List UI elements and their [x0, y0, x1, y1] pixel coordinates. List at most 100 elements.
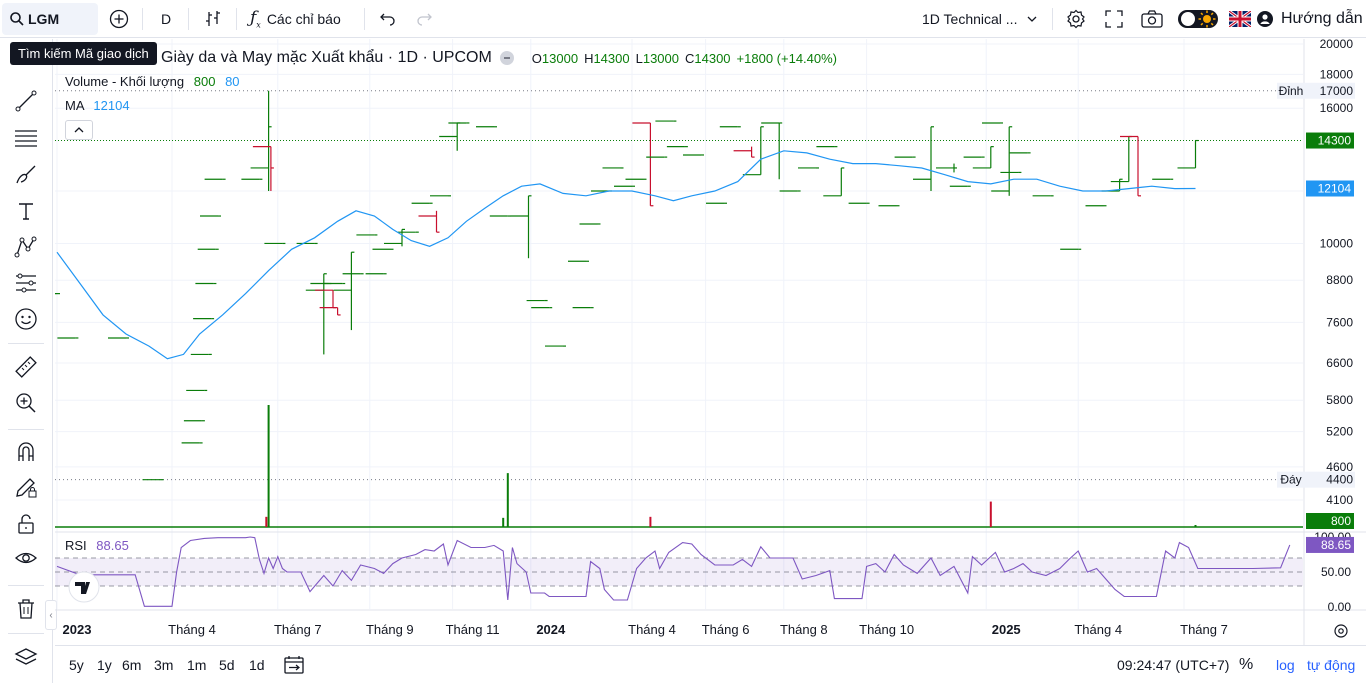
- text-tool[interactable]: [12, 197, 40, 225]
- lock-all-tool[interactable]: [12, 510, 40, 538]
- fib-tool[interactable]: [12, 124, 40, 152]
- price-axis: 2000018000160001200010000880076006600580…: [1277, 39, 1355, 529]
- rsi-last-label: 88.65: [1321, 538, 1351, 552]
- lock-drawing-edit-tool[interactable]: [12, 473, 40, 501]
- price-tick-label: 20000: [1320, 39, 1354, 51]
- guide-button[interactable]: Hướng dẫn: [1257, 0, 1363, 38]
- range-button-5d[interactable]: 5d: [219, 657, 235, 673]
- tradingview-logo: [68, 571, 100, 603]
- theme-toggle[interactable]: [1177, 0, 1219, 38]
- bars-chart-icon: [206, 11, 220, 26]
- range-button-3m[interactable]: 3m: [154, 657, 174, 673]
- range-button-1d[interactable]: 1d: [249, 657, 265, 673]
- main-legend: Giày da và May mặc Xuất khẩu · 1D · UPCO…: [161, 49, 837, 67]
- time-tick-label: Tháng 4: [1074, 622, 1122, 637]
- axis-tag-bg: [1306, 513, 1354, 529]
- low-label: L: [635, 50, 643, 66]
- range-button-5y[interactable]: 5y: [69, 657, 84, 673]
- price-tick-label: 4600: [1326, 460, 1353, 474]
- symbol-search-button[interactable]: LGM: [2, 3, 98, 35]
- pattern-icon: [14, 236, 37, 258]
- log-toggle[interactable]: log: [1276, 646, 1295, 683]
- price-tick-label: 8800: [1326, 273, 1353, 287]
- clock-label: 09:24:47 (UTC+7): [1117, 657, 1230, 673]
- layout-name: 1D Technical ...: [922, 11, 1018, 27]
- fullscreen-button[interactable]: [1099, 0, 1129, 38]
- collapse-legend-button[interactable]: [65, 120, 93, 140]
- volume-histogram: [55, 405, 1303, 528]
- remove-drawings-tool[interactable]: [12, 595, 40, 623]
- volume-bar: [267, 405, 270, 527]
- gear-icon: [1334, 624, 1348, 638]
- brush-icon: [16, 165, 36, 184]
- logo-mark: [75, 582, 90, 594]
- goto-date-button[interactable]: [283, 646, 305, 683]
- high-value: 14300: [593, 50, 630, 66]
- zoom-in-tool[interactable]: [12, 389, 40, 417]
- function-icon: ƒx: [250, 8, 261, 30]
- rsi-line: [56, 536, 1291, 607]
- forecast-tool[interactable]: [12, 269, 40, 297]
- settings-button[interactable]: [1061, 0, 1091, 38]
- emoji-tool[interactable]: [12, 305, 40, 333]
- screenshot-button[interactable]: [1137, 0, 1167, 38]
- top-toolbar: LGM D ƒx Các chỉ báo 1D Technical ... Hư: [0, 0, 1366, 38]
- toolbar-divider: [8, 585, 44, 586]
- time-tick-label: Tháng 7: [274, 622, 322, 637]
- clock[interactable]: 09:24:47 (UTC+7): [1117, 646, 1229, 683]
- language-button[interactable]: [1229, 0, 1251, 38]
- low-value: 13000: [642, 50, 679, 66]
- high-readout: H14300: [584, 51, 630, 66]
- undo-button[interactable]: [372, 0, 402, 38]
- sidebar-collapse-handle[interactable]: ‹: [45, 600, 57, 630]
- rsi-value: 88.65: [96, 538, 129, 553]
- redo-button[interactable]: [410, 0, 440, 38]
- toolbar-divider: [8, 343, 44, 344]
- compare-symbol-button[interactable]: [104, 0, 134, 38]
- interval-button[interactable]: D: [151, 0, 181, 38]
- volume-bar: [1194, 525, 1197, 527]
- chart-type-button[interactable]: [198, 0, 228, 38]
- search-icon: [10, 12, 24, 26]
- range-button-1y[interactable]: 1y: [97, 657, 112, 673]
- pattern-tool[interactable]: [12, 233, 40, 261]
- calendar-range-icon: [284, 656, 304, 674]
- rsi-legend[interactable]: RSI 88.65: [65, 538, 129, 553]
- hide-drawings-tool[interactable]: [12, 544, 40, 572]
- axis-tag-bg: [1306, 180, 1354, 197]
- gear-icon: [1067, 9, 1085, 29]
- time-axis-settings-icon: [1334, 624, 1348, 638]
- price-tick-label: 10000: [1320, 236, 1354, 250]
- unlock-icon: [18, 514, 34, 534]
- change-value: +1800 (+14.40%): [736, 50, 838, 66]
- magnet-tool[interactable]: [12, 438, 40, 466]
- percent-toggle[interactable]: %: [1239, 646, 1253, 683]
- toolbar-divider: [1052, 8, 1053, 30]
- pencil-lock-icon: [16, 478, 37, 498]
- indicators-button[interactable]: ƒx Các chỉ báo: [250, 0, 341, 38]
- brush-tool[interactable]: [12, 161, 40, 189]
- range-button-6m[interactable]: 6m: [122, 657, 142, 673]
- time-tick-label: 2025: [992, 622, 1021, 637]
- rsi-tick-label: 0.00: [1328, 600, 1352, 614]
- measure-tool[interactable]: [12, 353, 40, 381]
- price-tick-label: 4100: [1326, 493, 1353, 507]
- open-value: 13000: [541, 50, 579, 66]
- layout-menu-button[interactable]: 1D Technical ...: [922, 0, 1037, 38]
- add-circle-icon: [109, 9, 129, 29]
- object-tree-button[interactable]: [12, 643, 40, 671]
- time-tick-label: Tháng 8: [780, 622, 828, 637]
- ma-legend[interactable]: MA 12104: [65, 98, 130, 113]
- auto-scale-toggle[interactable]: tự động: [1307, 646, 1355, 683]
- time-tick-label: 2024: [536, 622, 566, 637]
- fullscreen-icon: [1105, 10, 1123, 28]
- time-tick-label: Tháng 7: [1180, 622, 1228, 637]
- interval-label: D: [160, 11, 172, 27]
- trend-line-tool[interactable]: [12, 87, 40, 115]
- range-button-1m[interactable]: 1m: [187, 657, 207, 673]
- volume-value: 800: [193, 74, 216, 89]
- close-value: 14300: [694, 50, 731, 66]
- legend-menu-button[interactable]: [499, 51, 514, 65]
- volume-legend[interactable]: Volume - Khối lượng 800 80: [65, 74, 240, 89]
